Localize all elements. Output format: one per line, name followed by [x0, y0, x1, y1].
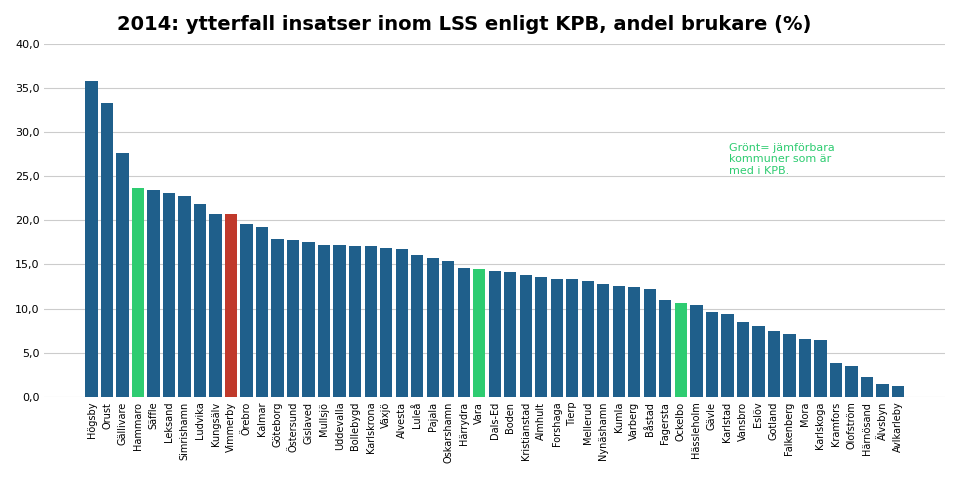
Bar [442, 261, 454, 397]
Bar [179, 196, 191, 397]
Bar [597, 284, 610, 397]
Bar [240, 224, 252, 397]
Bar [551, 278, 563, 397]
Bar [101, 103, 113, 397]
Bar [845, 366, 857, 397]
Bar [768, 331, 780, 397]
Bar [706, 312, 718, 397]
Bar [489, 270, 501, 397]
Bar [163, 193, 176, 397]
Bar [333, 245, 346, 397]
Bar [473, 269, 486, 397]
Bar [892, 386, 904, 397]
Bar [675, 303, 687, 397]
Bar [721, 314, 733, 397]
Bar [349, 246, 361, 397]
Bar [752, 326, 764, 397]
Bar [365, 246, 377, 397]
Bar [209, 214, 222, 397]
Bar [272, 239, 284, 397]
Bar [132, 188, 144, 397]
Bar [829, 364, 842, 397]
Bar [302, 243, 315, 397]
Bar [411, 255, 423, 397]
Bar [458, 268, 470, 397]
Bar [566, 279, 579, 397]
Bar [225, 214, 237, 397]
Bar [318, 245, 330, 397]
Bar [876, 383, 889, 397]
Bar [736, 322, 749, 397]
Bar [504, 272, 516, 397]
Bar [814, 340, 827, 397]
Text: 2014: ytterfall insatser inom LSS enligt KPB, andel brukare (%): 2014: ytterfall insatser inom LSS enligt… [116, 15, 811, 34]
Bar [582, 281, 594, 397]
Bar [256, 228, 269, 397]
Bar [287, 240, 300, 397]
Bar [396, 249, 408, 397]
Bar [799, 339, 811, 397]
Bar [660, 300, 671, 397]
Bar [519, 275, 532, 397]
Bar [148, 190, 160, 397]
Bar [643, 289, 656, 397]
Text: Grönt= jämförbara
kommuner som är
med i KPB.: Grönt= jämförbara kommuner som är med i … [729, 143, 834, 176]
Bar [690, 305, 703, 397]
Bar [85, 81, 98, 397]
Bar [535, 277, 547, 397]
Bar [426, 258, 439, 397]
Bar [194, 205, 206, 397]
Bar [116, 153, 129, 397]
Bar [612, 286, 625, 397]
Bar [628, 286, 640, 397]
Bar [380, 248, 393, 397]
Bar [783, 334, 796, 397]
Bar [861, 377, 873, 397]
